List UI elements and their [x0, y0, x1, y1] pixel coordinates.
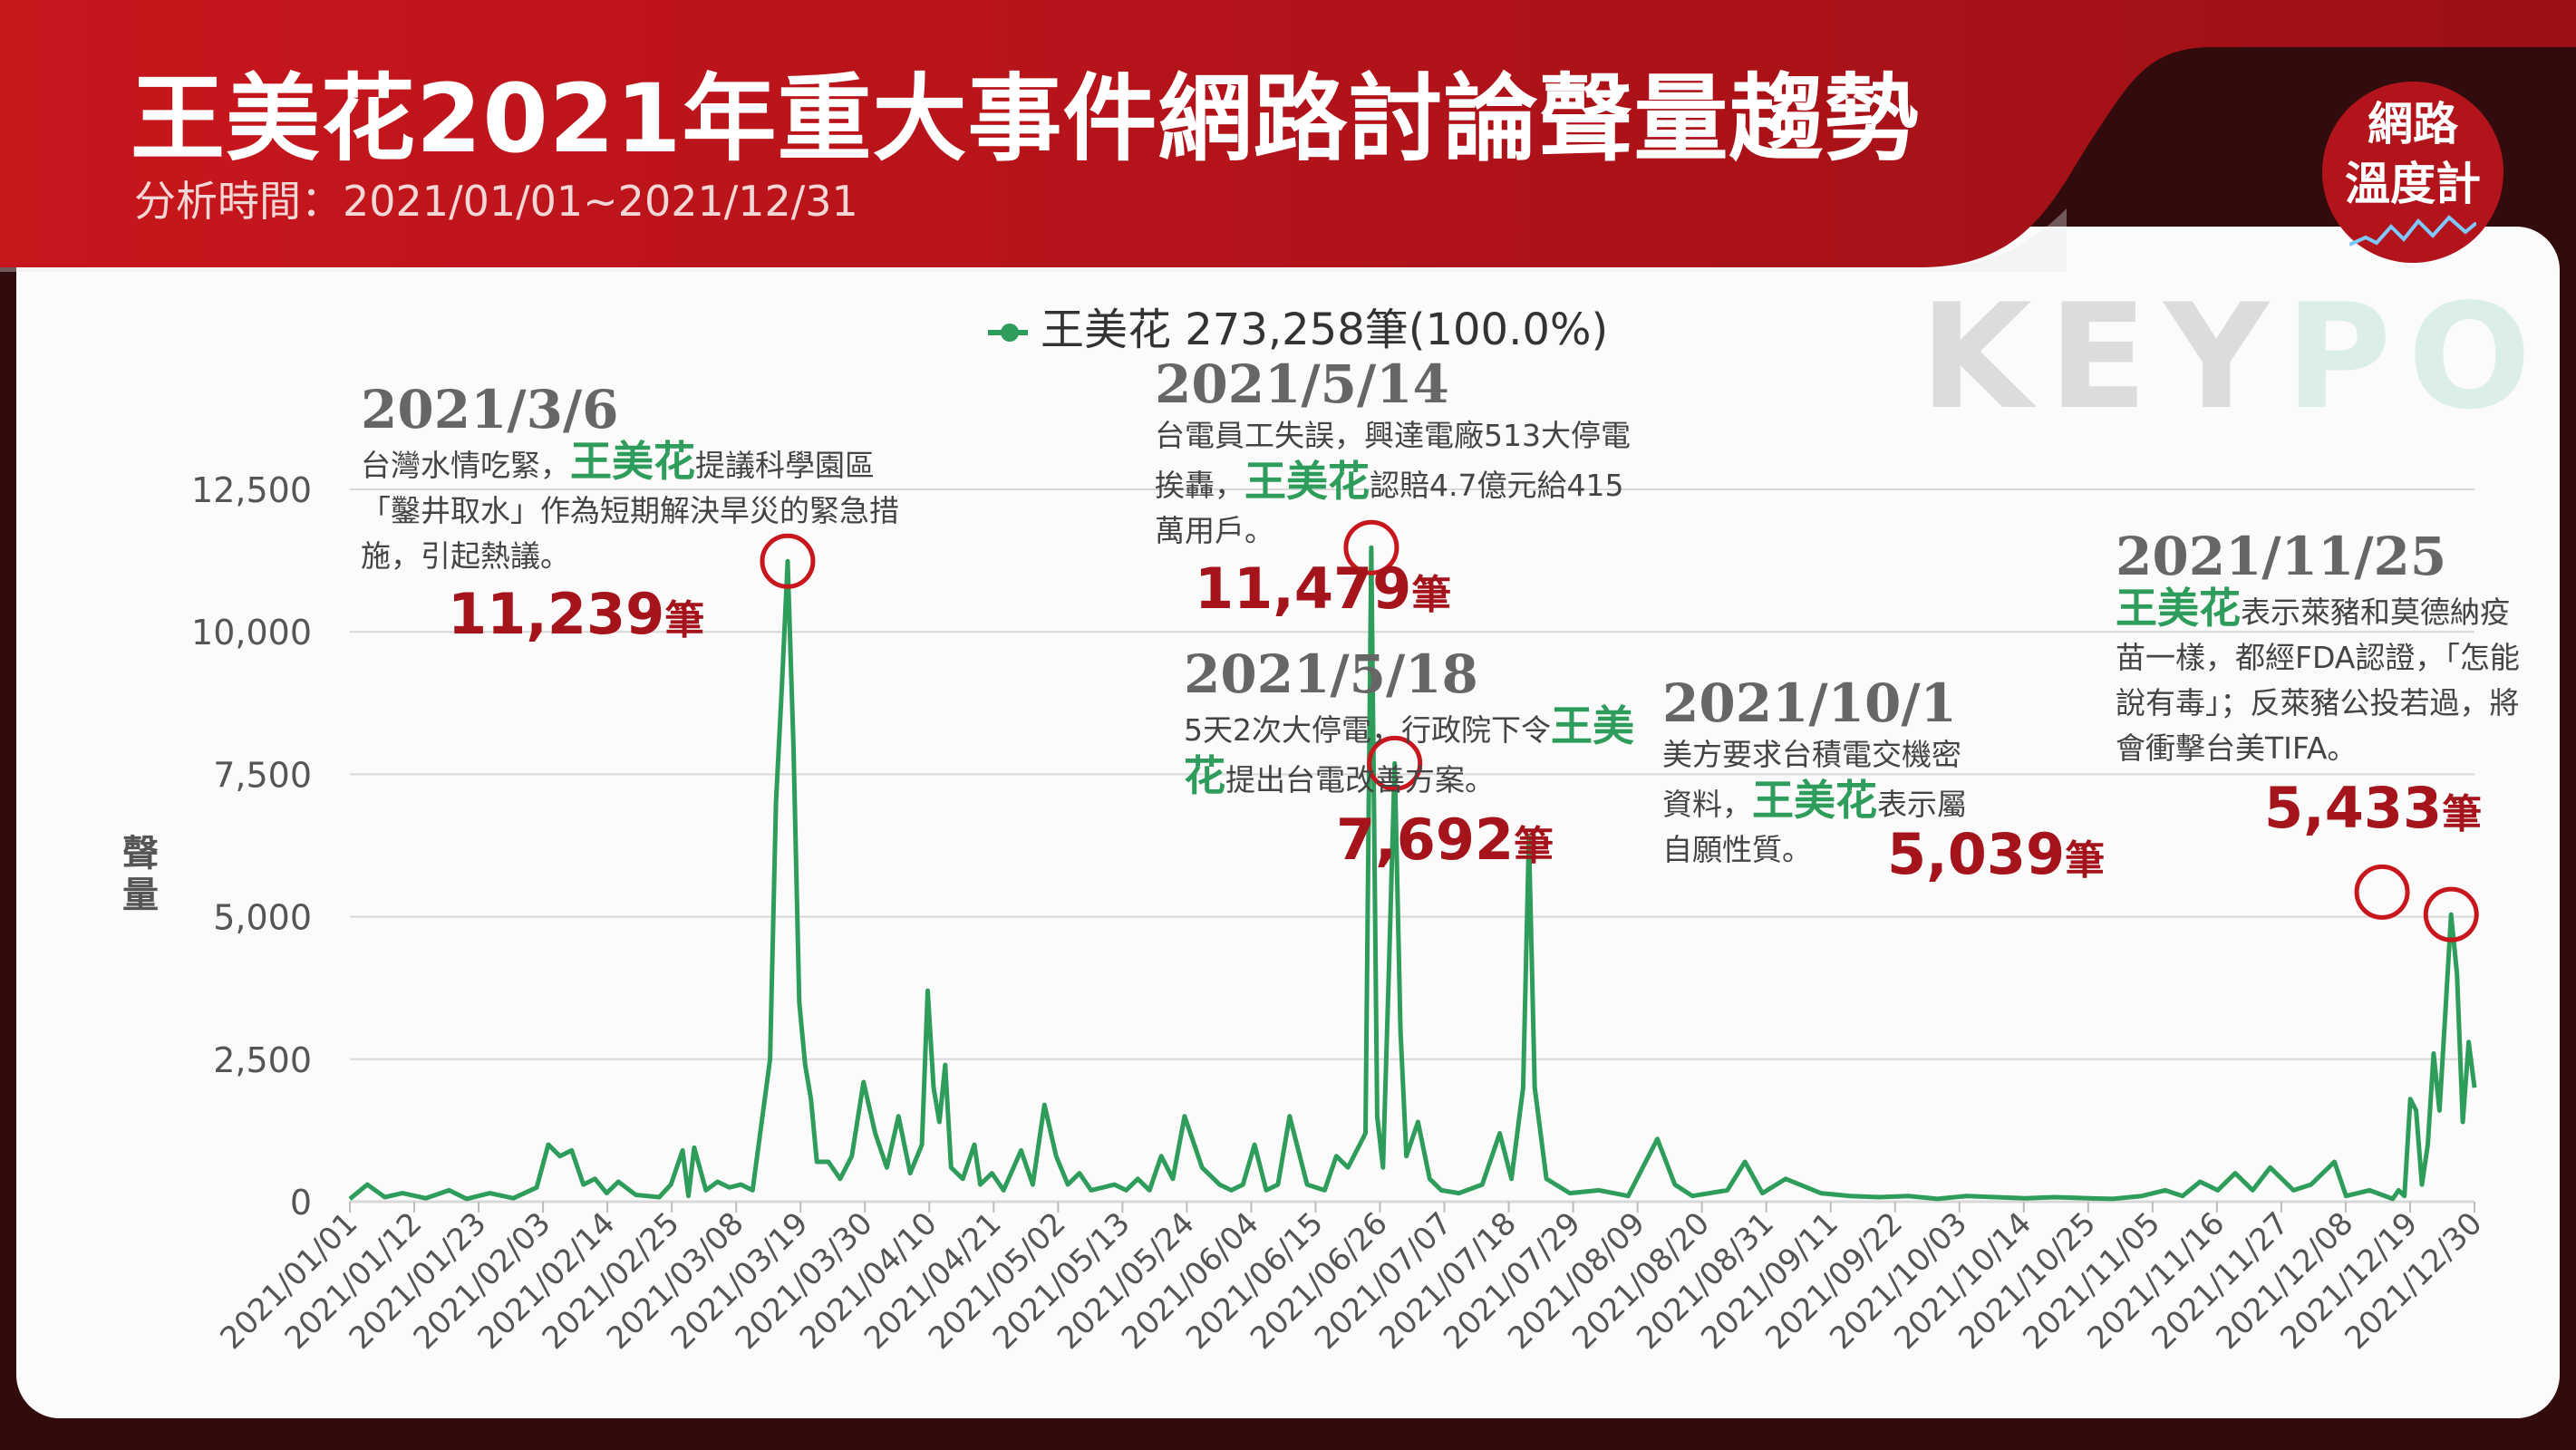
- series-line: [348, 545, 2477, 1202]
- trend-line-icon: [2348, 215, 2478, 246]
- annotation-value: 5,433筆: [2264, 775, 2483, 841]
- annotation-mar6: 2021/3/6 台灣水情吃緊，王美花提議科學園區「鑿井取水」作為短期解決旱災的…: [361, 381, 905, 652]
- y-tick-label: 7,500: [213, 755, 312, 795]
- annotation-may14: 2021/5/14 台電員工失誤，興達電廠513大停電挨轟，王美花認賠4.7億元…: [1155, 355, 1635, 627]
- annotation-date: 2021/5/18: [1184, 643, 1478, 705]
- annotation-date: 2021/10/1: [1662, 672, 1957, 734]
- peak-marker: [2354, 864, 2410, 920]
- annotation-desc: 美方要求台積電交機密資料，王美花表示屬自願性質。: [1662, 737, 1967, 867]
- watermark-key: KEY: [1920, 272, 2286, 441]
- watermark-po: PO: [2285, 272, 2548, 441]
- annotation-value: 7,692筆: [1336, 807, 1554, 873]
- annotation-desc: 5天2次大停電，行政院下令王美花提出台電改善方案。: [1184, 701, 1634, 800]
- peak-marker: [1343, 519, 1399, 575]
- y-tick-label: 10,000: [191, 613, 312, 652]
- chart-card: [16, 227, 2560, 1418]
- page-title: 王美花2021年重大事件網路討論聲量趨勢: [131, 63, 1920, 174]
- y-axis-title: 聲量: [116, 834, 158, 917]
- annotation-oct1: 2021/10/1 美方要求台積電交機密資料，王美花表示屬自願性質。: [1662, 674, 1971, 873]
- y-tick-label: 5,000: [213, 898, 312, 938]
- page-subtitle: 分析時間：2021/01/01~2021/12/31: [134, 177, 858, 226]
- chart-legend[interactable]: 王美花 273,258筆(100.0%): [988, 294, 1608, 357]
- legend-series-marker: [988, 324, 1028, 342]
- peak-marker: [1367, 735, 1423, 791]
- peak-marker: [760, 533, 816, 589]
- annotation-date: 2021/5/14: [1155, 353, 1449, 415]
- annotation-value: 11,239筆: [448, 581, 705, 647]
- annotation-may18: 2021/5/18 5天2次大停電，行政院下令王美花提出台電改善方案。 7,69…: [1184, 645, 1637, 878]
- annotation-desc: 台灣水情吃緊，王美花提議科學園區「鑿井取水」作為短期解決旱災的緊急措施，引起熱議…: [361, 437, 899, 574]
- keypo-watermark: KEYPO: [1920, 272, 2547, 441]
- annotation-date: 2021/3/6: [361, 379, 619, 440]
- peak-marker: [2423, 886, 2479, 942]
- annotation-value: 11,479筆: [1195, 556, 1452, 622]
- brand-badge: 網路 溫度計: [2322, 82, 2503, 263]
- annotation-desc: 台電員工失誤，興達電廠513大停電挨轟，王美花認賠4.7億元給415萬用戶。: [1155, 418, 1631, 548]
- y-tick-label: 2,500: [213, 1040, 312, 1080]
- badge-line1: 網路: [2368, 98, 2458, 150]
- annotation-nov25: 2021/11/25 王美花表示萊豬和莫德納疫苗一樣，都經FDA認證，「怎能說有…: [2116, 527, 2532, 846]
- annotation-desc: 王美花表示萊豬和莫德納疫苗一樣，都經FDA認證，「怎能說有毒」；反萊豬公投若過，…: [2116, 584, 2520, 766]
- y-tick-label: 12,500: [191, 470, 312, 510]
- y-tick-label: 0: [290, 1183, 312, 1223]
- legend-series-label: 王美花 273,258筆(100.0%): [1041, 304, 1609, 355]
- annotation-date: 2021/11/25: [2116, 526, 2447, 587]
- badge-line2: 溫度計: [2345, 158, 2481, 210]
- header-band: [0, 0, 2576, 267]
- annotation-oct1-value: 5,039筆: [1887, 821, 2106, 887]
